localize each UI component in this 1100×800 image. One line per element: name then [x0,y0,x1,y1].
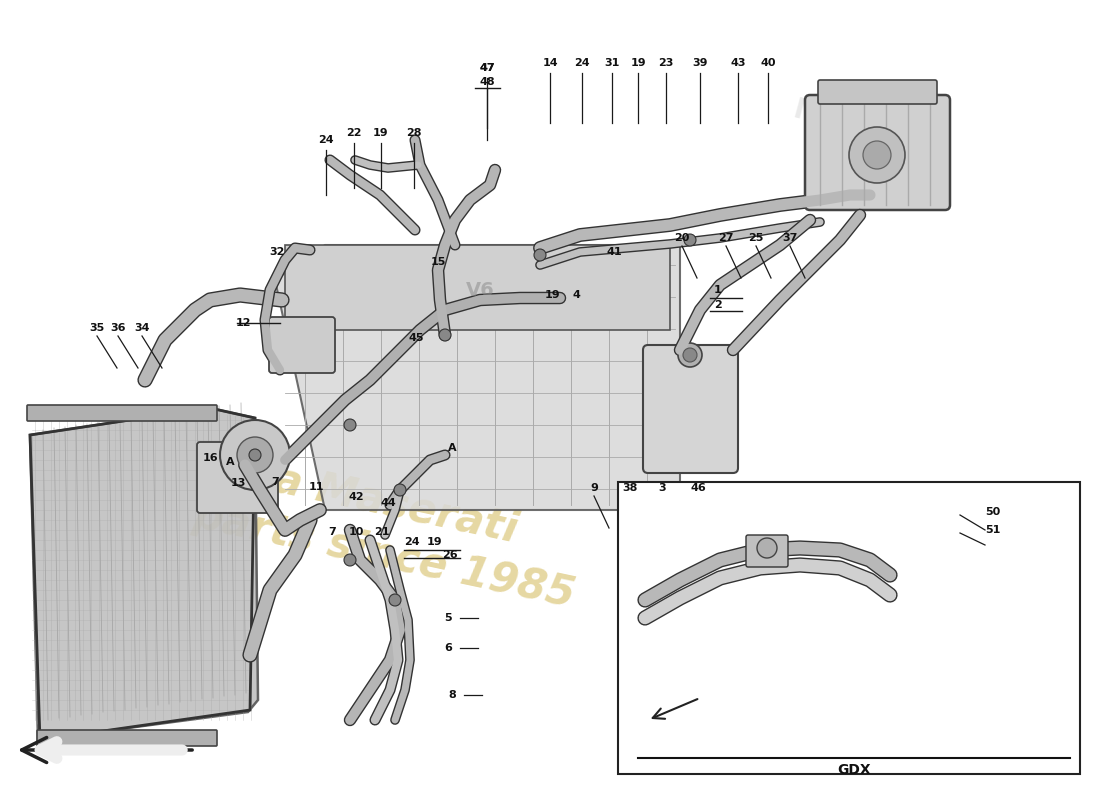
Text: 36: 36 [110,323,125,333]
Text: 8: 8 [448,690,455,700]
Text: 47: 47 [480,63,495,73]
Text: 14: 14 [542,58,558,68]
Circle shape [389,594,402,606]
FancyBboxPatch shape [644,345,738,473]
Text: 42: 42 [349,492,364,502]
Text: 19: 19 [630,58,646,68]
Circle shape [678,343,702,367]
Polygon shape [285,245,670,330]
Text: 35: 35 [89,323,104,333]
Text: 48: 48 [480,77,495,87]
Text: 44: 44 [381,498,396,508]
Text: 38: 38 [623,483,638,493]
Text: 19: 19 [373,128,388,138]
Circle shape [864,141,891,169]
Text: 2: 2 [714,300,722,310]
Text: 15: 15 [430,257,446,267]
Text: 27: 27 [718,233,734,243]
Text: 46: 46 [690,483,706,493]
Text: V6: V6 [465,281,494,299]
Text: 13: 13 [230,478,245,488]
Text: A: A [448,443,456,453]
Text: 40: 40 [760,58,775,68]
FancyBboxPatch shape [818,80,937,104]
FancyBboxPatch shape [270,317,336,373]
Text: 11: 11 [308,482,323,492]
Text: 19: 19 [426,537,442,547]
Text: 51: 51 [986,525,1001,535]
Text: A: A [226,457,234,467]
FancyBboxPatch shape [37,730,217,746]
FancyBboxPatch shape [28,405,217,421]
Circle shape [344,419,356,431]
Circle shape [757,538,777,558]
Circle shape [394,484,406,496]
Circle shape [220,420,290,490]
Text: 21: 21 [374,527,389,537]
Circle shape [344,554,356,566]
Text: 16: 16 [202,453,218,463]
FancyBboxPatch shape [805,95,950,210]
Circle shape [849,127,905,183]
Text: 31: 31 [604,58,619,68]
Text: 19: 19 [546,290,561,300]
Polygon shape [30,408,258,740]
Text: 9: 9 [590,483,598,493]
Text: a Maserati
parts since 1985: a Maserati parts since 1985 [189,443,591,617]
Text: 6: 6 [444,643,452,653]
Text: 47: 47 [480,63,495,73]
Text: 12: 12 [235,318,251,328]
Text: 50: 50 [986,507,1001,517]
Text: 45: 45 [408,333,424,343]
Text: 39: 39 [692,58,707,68]
Text: 43: 43 [730,58,746,68]
Text: 23: 23 [658,58,673,68]
Text: 28: 28 [406,128,421,138]
Text: 24: 24 [574,58,590,68]
Text: 24: 24 [318,135,333,145]
Text: 3: 3 [658,483,666,493]
Text: 1: 1 [714,285,722,295]
Text: 26: 26 [442,550,458,560]
Circle shape [249,449,261,461]
Text: 4: 4 [572,290,580,300]
Text: 22: 22 [346,128,362,138]
Text: 41: 41 [606,247,621,257]
Circle shape [236,437,273,473]
Bar [618,482,1080,774]
Text: 32: 32 [270,247,285,257]
Circle shape [683,348,697,362]
Text: 10: 10 [349,527,364,537]
Circle shape [534,249,546,261]
FancyBboxPatch shape [746,535,788,567]
Text: MASERATI: MASERATI [790,96,950,164]
Text: GDX: GDX [837,763,871,777]
Text: 7: 7 [271,477,279,487]
Polygon shape [275,245,680,510]
Circle shape [684,234,696,246]
Text: 37: 37 [782,233,797,243]
Text: 20: 20 [674,233,690,243]
Text: 7: 7 [328,527,336,537]
Text: 24: 24 [404,537,420,547]
Circle shape [439,329,451,341]
Text: 34: 34 [134,323,150,333]
FancyBboxPatch shape [197,442,278,513]
Text: 25: 25 [748,233,763,243]
Text: 5: 5 [444,613,452,623]
